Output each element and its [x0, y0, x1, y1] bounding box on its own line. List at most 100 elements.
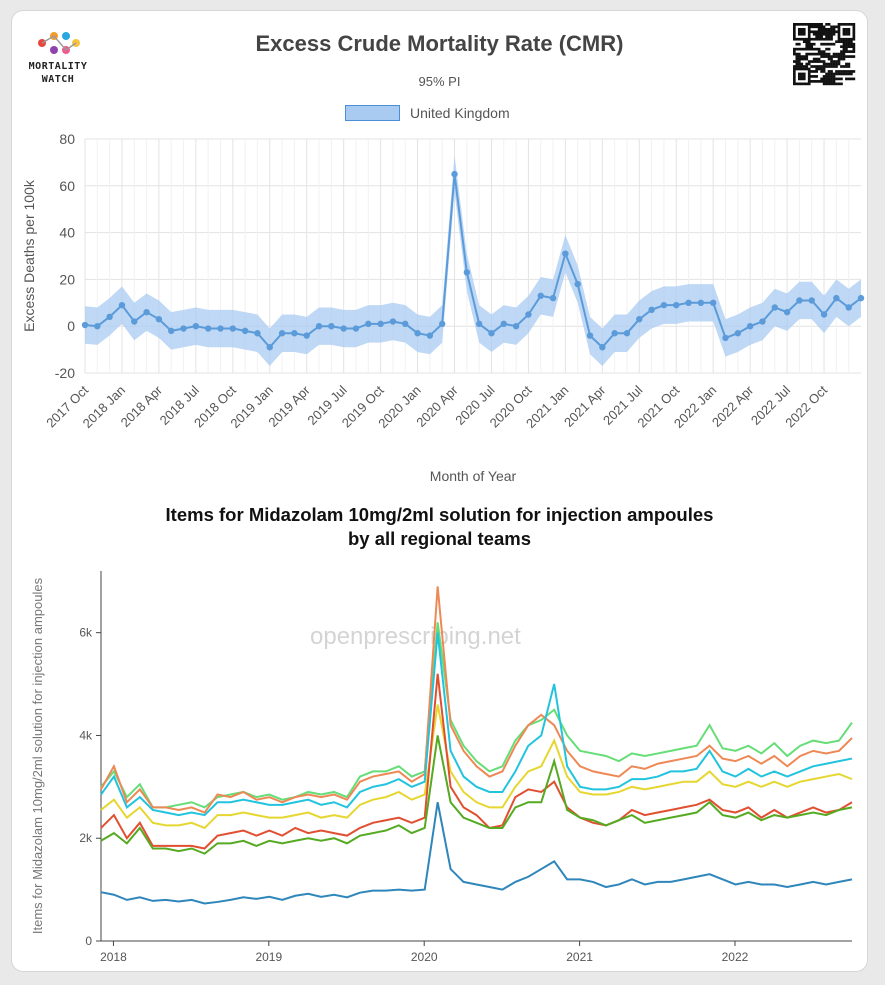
- data-point: [562, 250, 569, 257]
- logo-line1: MORTALITY: [28, 61, 88, 72]
- data-point: [340, 325, 347, 332]
- data-point: [106, 313, 113, 321]
- legend-label: United Kingdom: [410, 105, 510, 121]
- data-point: [266, 344, 273, 351]
- data-point: [377, 320, 384, 328]
- series-line: [100, 622, 853, 809]
- data-point: [685, 299, 692, 306]
- data-point: [796, 297, 803, 304]
- x-tick-label: 2019: [255, 950, 282, 964]
- chart1-legend[interactable]: United Kingdom: [345, 105, 510, 121]
- data-point: [709, 299, 717, 306]
- data-point: [648, 306, 655, 314]
- data-point: [402, 320, 409, 328]
- data-point: [525, 311, 532, 318]
- chart1-subtitle: 95% PI: [418, 74, 461, 89]
- data-point: [549, 294, 557, 302]
- data-point: [278, 330, 286, 337]
- data-point: [586, 332, 594, 339]
- data-point: [820, 311, 828, 318]
- data-point: [192, 323, 200, 330]
- data-point: [426, 332, 434, 339]
- data-point: [315, 323, 323, 330]
- data-point: [833, 294, 840, 302]
- data-point: [81, 321, 89, 329]
- data-point: [94, 323, 101, 330]
- data-point: [771, 304, 778, 311]
- data-point: [118, 301, 126, 309]
- data-point: [845, 304, 852, 311]
- data-point: [303, 332, 310, 339]
- series-line: [100, 802, 853, 905]
- data-point: [808, 297, 815, 304]
- x-tick-label: 2021: [566, 950, 593, 964]
- data-point: [783, 308, 791, 316]
- data-point: [143, 308, 150, 316]
- y-tick-label: 2k: [79, 831, 93, 845]
- y-axis-label: Items for Midazolam 10mg/2ml solution fo…: [30, 577, 45, 934]
- data-point: [611, 330, 618, 337]
- data-point: [131, 318, 138, 325]
- data-point: [389, 318, 397, 325]
- chart-card: MORTALITY WATCH Excess Crude Mortality R…: [11, 10, 868, 972]
- data-point: [599, 344, 606, 351]
- data-point: [475, 320, 483, 328]
- data-point: [759, 318, 766, 325]
- x-axis-label: Month of Year: [430, 468, 517, 484]
- data-point: [291, 330, 298, 337]
- data-point: [414, 330, 421, 337]
- series-line: [100, 704, 853, 830]
- series-line: [100, 673, 853, 850]
- data-point: [241, 327, 249, 335]
- data-point: [168, 327, 175, 335]
- data-point: [365, 320, 372, 328]
- y-tick-label: 4k: [79, 728, 93, 742]
- data-point: [512, 323, 520, 330]
- data-point: [734, 330, 742, 337]
- y-tick-label: -20: [55, 365, 75, 381]
- data-point: [500, 320, 507, 328]
- y-tick-label: 80: [59, 131, 75, 147]
- data-point: [451, 170, 458, 178]
- data-point: [537, 292, 544, 299]
- prediction-interval-band: [85, 155, 861, 366]
- data-point: [623, 330, 631, 337]
- data-point: [697, 299, 705, 306]
- series-line: [84, 173, 862, 349]
- data-point: [328, 323, 335, 330]
- data-point: [746, 323, 754, 330]
- data-point: [673, 301, 680, 309]
- data-point: [217, 325, 224, 332]
- data-point: [574, 280, 581, 288]
- data-point: [463, 269, 471, 276]
- logo-mark-icon: [38, 32, 80, 54]
- data-point: [439, 320, 446, 328]
- data-point: [204, 325, 212, 332]
- x-tick-label: 2022: [722, 950, 749, 964]
- chart2-title-text: Items for Midazolam 10mg/2ml solution fo…: [165, 504, 714, 549]
- chart1-title: Excess Crude Mortality Rate (CMR): [255, 31, 624, 56]
- x-tick-label: 2020: [411, 950, 438, 964]
- data-point: [488, 330, 495, 337]
- data-point: [229, 325, 237, 332]
- x-tick-label: 2018: [100, 950, 127, 964]
- data-point: [636, 315, 643, 323]
- chart2-watermark: openprescribing.net: [310, 623, 521, 650]
- series-line: [100, 632, 853, 817]
- data-point: [722, 334, 729, 342]
- y-tick-label: 6k: [79, 626, 93, 640]
- data-point: [352, 325, 360, 332]
- legend-swatch: [345, 105, 400, 121]
- chart2-title: Items for Midazolam 10mg/2ml solution fo…: [12, 503, 867, 551]
- data-point: [180, 325, 187, 332]
- mortality-watch-logo: MORTALITY WATCH: [18, 27, 108, 107]
- data-point: [155, 315, 163, 323]
- y-tick-label: 20: [59, 271, 75, 287]
- y-tick-label: 0: [85, 934, 92, 948]
- data-point: [660, 301, 668, 309]
- y-tick-label: 40: [59, 225, 75, 241]
- y-tick-label: 60: [59, 178, 75, 194]
- data-point: [857, 294, 865, 302]
- series-line: [100, 586, 853, 814]
